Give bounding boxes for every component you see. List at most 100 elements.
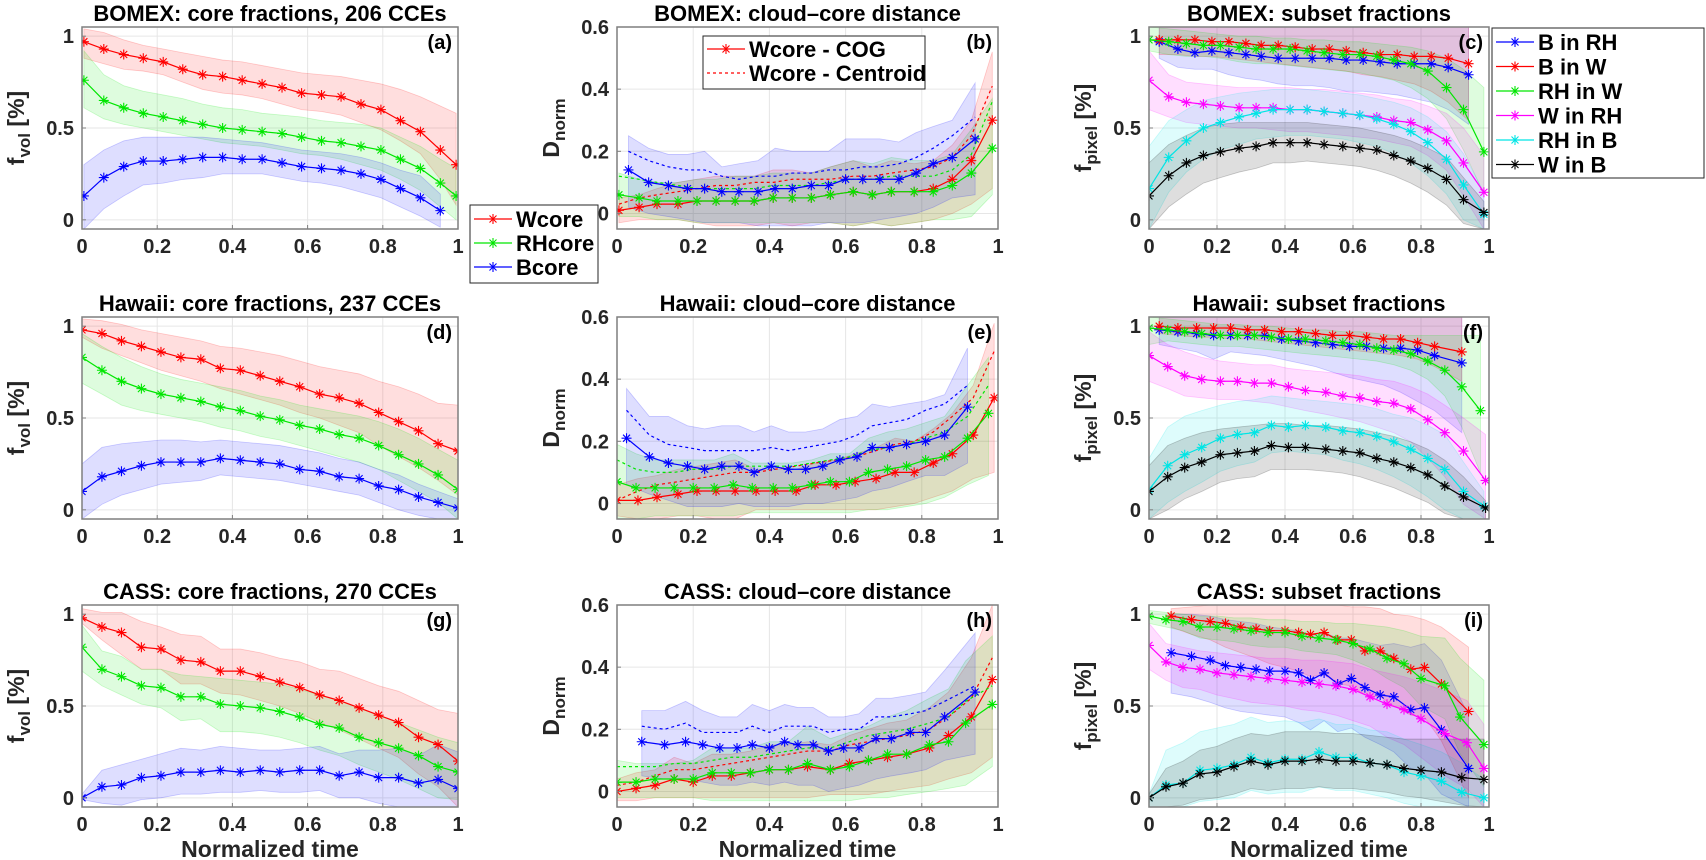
- data-point-marker: [1348, 684, 1358, 695]
- data-point-marker: [1232, 447, 1243, 458]
- legend-entry-label: W in RH: [1538, 104, 1622, 129]
- data-point-marker: [451, 159, 458, 170]
- data-point-marker: [871, 473, 882, 484]
- y-label-main: f: [3, 735, 29, 743]
- data-point-marker: [1307, 53, 1318, 64]
- data-point-marker: [680, 736, 691, 747]
- data-point-marker: [1215, 40, 1226, 51]
- data-point-marker: [1348, 638, 1358, 649]
- data-point-marker: [1246, 671, 1256, 682]
- data-point-marker: [1378, 334, 1389, 345]
- data-point-marker: [1510, 37, 1520, 47]
- data-point-marker: [802, 758, 813, 769]
- data-point-marker: [1405, 156, 1416, 167]
- data-point-marker: [920, 454, 931, 465]
- legend-entry-label: W in B: [1538, 153, 1606, 178]
- legend-entry-label: Wcore - Centroid: [749, 61, 926, 86]
- panel-title: CASS: cloud–core distance: [664, 579, 951, 604]
- x-tick-label: 0.2: [143, 814, 171, 836]
- x-tick-label: 0.2: [143, 526, 171, 548]
- data-point-marker: [1172, 323, 1183, 334]
- y-tick-label: 0.6: [581, 595, 609, 617]
- data-point-marker: [136, 460, 147, 471]
- panel-f: 0 0.2 0.4 0.6 0.8 1 0 0.5 1 Hawaii: subset fracti…: [1070, 291, 1495, 548]
- series-line-bcore: [82, 457, 458, 509]
- data-point-marker: [116, 376, 127, 387]
- data-point-marker: [1300, 420, 1311, 431]
- data-point-marker: [277, 128, 288, 139]
- data-point-marker: [1208, 323, 1219, 334]
- data-point-marker: [1358, 55, 1369, 66]
- data-point-marker: [1346, 634, 1357, 645]
- data-point-marker: [1162, 460, 1173, 471]
- data-point-marker: [1212, 622, 1222, 633]
- data-point-marker: [1436, 776, 1447, 787]
- x-tick-label: 1: [992, 814, 1003, 836]
- data-point-marker: [1310, 328, 1321, 339]
- data-point-marker: [1251, 664, 1262, 675]
- data-point-marker: [1223, 47, 1234, 58]
- data-point-marker: [1405, 126, 1416, 137]
- data-point-marker: [1475, 405, 1486, 416]
- panel-title: BOMEX: core fractions, 206 CCEs: [93, 1, 446, 26]
- y-tick-label: 0.5: [1113, 408, 1141, 430]
- data-point-marker: [1422, 137, 1433, 148]
- data-point-marker: [1215, 146, 1226, 157]
- x-tick-label: 1: [1483, 814, 1494, 836]
- series-line-wcore: [83, 41, 457, 166]
- data-point-marker: [316, 135, 327, 146]
- panel-a: 0 0.2 0.4 0.6 0.8 1 0 0.5 1 BOMEX: core fractions…: [3, 1, 464, 258]
- data-point-marker: [1458, 194, 1469, 205]
- data-point-marker: [1242, 324, 1253, 335]
- data-point-marker: [939, 711, 950, 722]
- y-label-main: f: [1070, 164, 1096, 172]
- x-tick-label: 0: [76, 526, 87, 548]
- data-point-marker: [721, 44, 731, 54]
- data-point-marker: [1310, 337, 1321, 348]
- data-point-marker: [354, 433, 365, 444]
- x-tick-label: 0.8: [908, 236, 936, 258]
- y-label-suffix: [%]: [3, 91, 29, 133]
- data-point-marker: [728, 479, 739, 490]
- data-point-marker: [1337, 446, 1348, 457]
- data-point-marker: [1399, 763, 1409, 774]
- data-point-marker: [1359, 682, 1370, 693]
- data-point-marker: [1268, 137, 1279, 148]
- data-point-marker: [1246, 625, 1256, 636]
- data-point-marker: [334, 429, 345, 440]
- data-point-marker: [983, 408, 994, 419]
- data-point-marker: [682, 461, 693, 472]
- data-point-marker: [354, 732, 365, 743]
- y-axis-label: fpixel [%]: [1070, 84, 1101, 173]
- data-point-marker: [1382, 653, 1392, 664]
- data-point-marker: [867, 442, 878, 453]
- data-point-marker: [1290, 53, 1301, 64]
- y-tick-label: 1: [63, 316, 74, 338]
- data-point-marker: [848, 186, 859, 197]
- data-point-marker: [1320, 444, 1331, 455]
- data-point-marker: [1461, 737, 1472, 748]
- data-point-marker: [1249, 330, 1260, 341]
- data-point-marker: [1198, 99, 1209, 110]
- data-point-marker: [274, 767, 285, 778]
- data-point-marker: [155, 457, 166, 468]
- x-tick-label: 1: [452, 814, 463, 836]
- data-point-marker: [783, 764, 794, 775]
- data-point-marker: [1195, 664, 1205, 675]
- data-point-marker: [98, 172, 109, 183]
- data-point-marker: [96, 471, 107, 482]
- x-tick-label: 0.6: [832, 526, 860, 548]
- data-point-marker: [669, 774, 680, 785]
- data-point-marker: [1172, 44, 1183, 55]
- data-point-marker: [314, 689, 325, 700]
- data-point-marker: [1234, 143, 1245, 154]
- data-point-marker: [631, 777, 642, 788]
- y-tick-label: 0: [63, 210, 74, 232]
- data-point-marker: [1422, 469, 1433, 480]
- data-point-marker: [1422, 124, 1433, 135]
- data-point-marker: [1388, 150, 1399, 161]
- data-point-marker: [1458, 446, 1469, 457]
- data-point-marker: [413, 778, 424, 789]
- y-label-main: D: [538, 431, 564, 448]
